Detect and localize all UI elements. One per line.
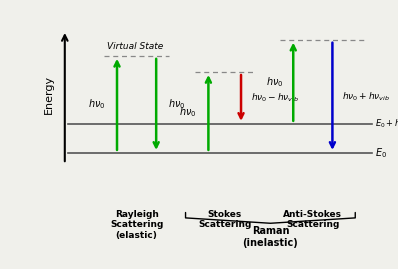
Text: Anti-Stokes
Scattering: Anti-Stokes Scattering (283, 210, 342, 229)
Text: $h\nu_0$: $h\nu_0$ (88, 97, 105, 111)
Text: Rayleigh
Scattering
(elastic): Rayleigh Scattering (elastic) (110, 210, 163, 240)
Text: $E_0+h\nu_{vib}$: $E_0+h\nu_{vib}$ (375, 118, 398, 130)
Text: Raman
(inelastic): Raman (inelastic) (242, 226, 298, 247)
Text: Stokes
Scattering: Stokes Scattering (198, 210, 252, 229)
Text: Virtual State: Virtual State (107, 42, 164, 51)
Text: $h\nu_0$: $h\nu_0$ (179, 105, 197, 119)
Text: $h\nu_0+h\nu_{vib}$: $h\nu_0+h\nu_{vib}$ (342, 90, 390, 102)
Text: $E_0$: $E_0$ (375, 146, 387, 160)
Text: Energy: Energy (43, 75, 53, 114)
Text: $h\nu_0$: $h\nu_0$ (266, 75, 283, 89)
Text: $h\nu_0-h\nu_{vib}$: $h\nu_0-h\nu_{vib}$ (251, 92, 299, 104)
Text: $h\nu_0$: $h\nu_0$ (168, 97, 185, 111)
